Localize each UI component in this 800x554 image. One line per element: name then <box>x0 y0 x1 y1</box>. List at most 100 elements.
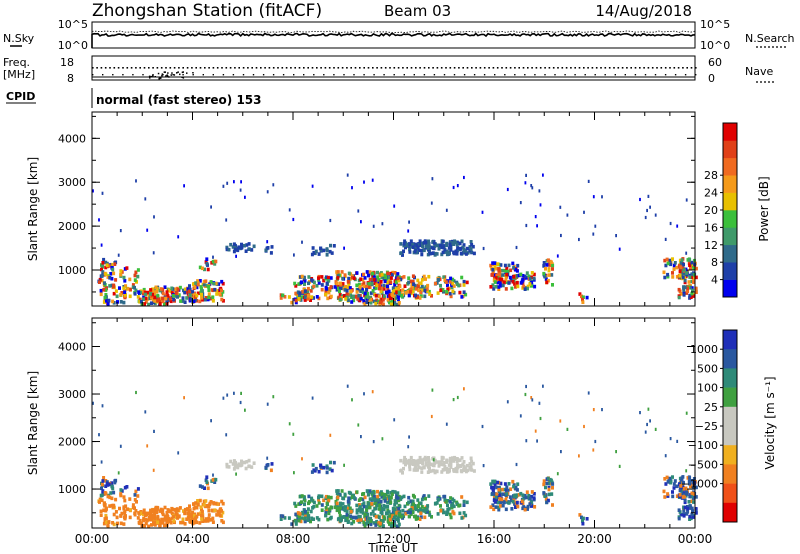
velocity-cell <box>194 516 197 520</box>
power-cell <box>221 281 225 286</box>
velocity-cell <box>203 486 206 490</box>
power-cell <box>443 247 447 252</box>
velocity-cell-sparse <box>538 401 541 405</box>
power-cell <box>351 294 355 299</box>
velocity-cell <box>100 498 104 503</box>
power-cell <box>394 296 398 300</box>
velocity-cell <box>427 461 431 466</box>
velocity-cell <box>407 514 411 519</box>
power-cell <box>178 285 182 290</box>
velocity-cell-sparse <box>644 430 647 434</box>
power-cell <box>386 284 389 289</box>
velocity-cell <box>419 515 423 519</box>
power-cell <box>689 265 692 270</box>
power-cell-sparse <box>456 184 459 188</box>
power-cell <box>361 290 365 295</box>
power-cell <box>322 248 326 253</box>
velocity-cell <box>153 523 157 527</box>
velocity-cell <box>422 457 426 462</box>
nave-dot <box>514 74 516 76</box>
power-cell <box>158 302 162 306</box>
power-cell <box>500 277 504 282</box>
power-cell <box>547 268 551 273</box>
power-cell-sparse <box>676 224 679 228</box>
velocity-cell <box>694 507 698 511</box>
power-cell <box>104 286 108 290</box>
power-cell <box>673 261 677 265</box>
nave-drop-dot <box>192 72 194 74</box>
power-cell <box>133 285 136 290</box>
power-cell <box>416 295 419 299</box>
freq-dot <box>212 67 215 69</box>
power-cell <box>198 265 202 270</box>
power-cell <box>214 281 218 286</box>
velocity-cell <box>103 503 107 507</box>
power-cell <box>345 292 349 296</box>
power-cell <box>161 299 165 303</box>
colorbar-segment <box>723 175 737 193</box>
velocity-cell-sparse <box>534 429 537 433</box>
power-cell <box>424 244 428 248</box>
power-cell <box>419 290 423 295</box>
velocity-cell <box>236 465 240 470</box>
power-cell <box>500 268 504 273</box>
power-cell <box>413 249 417 254</box>
power-cell <box>468 245 472 249</box>
velocity-cell <box>134 509 138 513</box>
power-cell <box>310 278 314 282</box>
power-cell <box>438 243 442 248</box>
nave-drop-dot <box>181 71 184 74</box>
velocity-cell <box>153 517 157 521</box>
power-cell <box>412 282 416 286</box>
power-cell <box>371 271 375 276</box>
velocity-cell <box>547 487 551 492</box>
velocity-cell <box>201 519 205 523</box>
velocity-cell <box>149 508 153 513</box>
power-cell <box>196 279 200 283</box>
power-cell <box>356 297 360 301</box>
colorbar-segment <box>723 210 737 228</box>
velocity-cell <box>352 496 356 500</box>
velocity-cell <box>682 487 686 491</box>
velocity-cell <box>151 509 155 514</box>
velocity-cell <box>428 469 432 474</box>
velocity-cell <box>183 507 187 512</box>
freq-dot <box>626 67 628 69</box>
velocity-cell <box>133 506 136 510</box>
velocity-cell <box>144 517 148 522</box>
power-cell <box>422 274 426 279</box>
power-cell <box>300 290 304 294</box>
velocity-cell <box>183 522 187 526</box>
velocity-cell <box>424 496 427 501</box>
velocity-cell <box>119 521 123 526</box>
power-cell-sparse <box>531 186 534 190</box>
velocity-cell-sparse <box>222 396 225 400</box>
power-cell <box>348 286 352 290</box>
power-cell <box>370 282 374 286</box>
power-cell <box>139 290 142 295</box>
velocity-cell <box>220 519 224 523</box>
freq-dot <box>363 67 365 69</box>
velocity-cell <box>523 507 527 512</box>
power-cell <box>102 288 106 292</box>
power-cell <box>137 290 141 294</box>
velocity-cell <box>116 521 119 526</box>
nave-dot <box>524 74 526 76</box>
velocity-cell <box>522 505 526 509</box>
freq-dot <box>264 67 266 69</box>
power-cell <box>139 299 143 304</box>
velocity-cell <box>379 490 383 494</box>
velocity-cell <box>147 524 151 529</box>
power-cell <box>423 286 427 291</box>
power-cell <box>492 287 496 291</box>
velocity-cell <box>457 504 461 508</box>
velocity-cell <box>266 463 270 467</box>
velocity-cell <box>397 522 401 527</box>
power-cell-sparse <box>293 253 295 257</box>
power-cell <box>376 275 380 279</box>
velocity-cell <box>250 465 254 469</box>
velocity-cell <box>542 479 546 483</box>
nave-dot <box>313 74 315 76</box>
velocity-cell <box>688 514 692 519</box>
velocity-cell <box>527 493 531 498</box>
